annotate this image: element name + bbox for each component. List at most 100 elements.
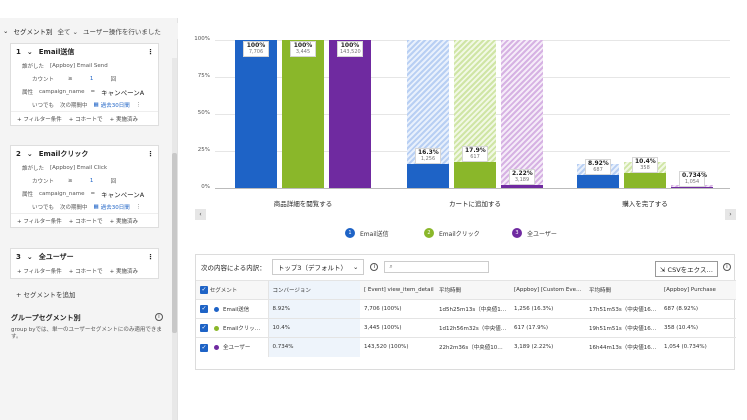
calendar-icon[interactable]: ▦	[93, 203, 99, 210]
column-header[interactable]: [ Event] view_item_detail	[360, 280, 435, 300]
attribute-value[interactable]: キャンペーンA	[101, 190, 145, 199]
info-icon[interactable]: i	[155, 313, 163, 321]
data-label: 100% 143,520	[337, 41, 363, 57]
chevron-right-icon[interactable]: ›	[725, 209, 736, 220]
y-tick-label: 25%	[197, 147, 210, 153]
kebab-menu-icon[interactable]: ⋮	[147, 252, 154, 261]
conversion-bar[interactable]	[577, 174, 619, 188]
conversion-bar[interactable]	[454, 161, 496, 188]
add-filter-button[interactable]: + フィルター条件	[17, 218, 62, 225]
add-segment-button[interactable]: + セグメントを追加	[16, 291, 76, 299]
kebab-menu-icon[interactable]: ⋮	[135, 101, 142, 108]
legend-item[interactable]: 1 Email送信	[345, 228, 389, 238]
attribute-select[interactable]: campaign_name	[39, 88, 85, 95]
breakdown-table: ✓ セグメント コンバージョン[ Event] view_item_detail 平…	[196, 280, 736, 357]
column-header[interactable]: 平均時間	[585, 280, 660, 300]
time-row: いつでも 次の期間中 ▦ 過去30日間 ⋮	[11, 200, 158, 213]
dropoff-bar[interactable]	[454, 40, 496, 162]
select-all-checkbox[interactable]: ✓	[200, 286, 208, 295]
conversion-bar[interactable]	[501, 184, 543, 188]
legend-item[interactable]: 2 Emailクリック	[424, 228, 480, 238]
add-performed-button[interactable]: + 実施済み	[109, 269, 138, 275]
time-range-select[interactable]: 次の期間中	[60, 204, 88, 211]
row-checkbox[interactable]: ✓	[200, 343, 208, 352]
x-category-label: カートに追加する	[449, 200, 501, 208]
data-label-percent: 100%	[246, 42, 266, 49]
data-label-count: 1,054	[684, 178, 700, 185]
group-segment-description: group byでは、単一のユーザーセグメントにのみ適用できます。	[11, 327, 162, 340]
segment-card-header: 2 ⌄ Emailクリック ⋮	[11, 146, 158, 161]
kebab-menu-icon[interactable]: ⋮	[135, 203, 142, 210]
event-select[interactable]: [Appboy] Email Click	[50, 164, 108, 171]
table-row[interactable]: ✓ Email送信 8.92% 7,706 (100%) 1d5h25m13s（中央値1…	[196, 299, 736, 319]
add-performed-button[interactable]: + 実施済み	[109, 116, 138, 123]
segment-name[interactable]: Emailクリック	[38, 149, 89, 158]
column-header[interactable]: [Appboy] Purchase	[660, 280, 736, 300]
info-icon[interactable]: i	[723, 263, 731, 271]
add-cohort-button[interactable]: + コホートで	[68, 269, 103, 275]
calendar-icon[interactable]: ▦	[93, 101, 99, 108]
segment-name[interactable]: 全ユーザー	[38, 252, 74, 261]
count-operator[interactable]: ≥	[68, 75, 73, 82]
time-range-select[interactable]: 次の期間中	[60, 102, 88, 109]
kebab-menu-icon[interactable]: ⋮	[147, 47, 154, 56]
conversion-bar[interactable]	[329, 40, 371, 188]
csv-export-button[interactable]: ⇲ CSVをエクス…	[655, 261, 718, 277]
breakdown-select[interactable]: トップ3（デフォルト） ⌄	[271, 259, 365, 275]
chevron-left-icon[interactable]: ‹	[195, 209, 206, 220]
conversion-bar[interactable]	[235, 40, 277, 188]
column-header[interactable]: コンバージョン	[268, 280, 360, 300]
add-filter-button[interactable]: + フィルター条件	[17, 116, 62, 123]
chevron-down-icon[interactable]: ⌄	[3, 27, 9, 35]
table-row[interactable]: ✓ Emailクリッ… 10.4% 3,445 (100%) 1d12h56m32s（中…	[196, 318, 736, 338]
attribute-operator[interactable]: =	[90, 88, 96, 95]
info-icon[interactable]: i	[370, 263, 379, 271]
time-label[interactable]: いつでも	[32, 204, 55, 211]
legend-number-badge: 3	[512, 228, 522, 238]
column-header[interactable]: ✓ セグメント	[196, 280, 269, 300]
add-cohort-button[interactable]: + コホートで	[68, 116, 103, 123]
funnel-chart: 100% 75% 50% 25% 0% 商品詳細を閲覧する 100% 7,706 100% 3,4…	[180, 30, 735, 225]
add-filter-button[interactable]: + フィルター条件	[17, 269, 62, 275]
segment-color-dot	[214, 306, 219, 312]
segment-name-cell: Email送信	[223, 306, 250, 313]
chevron-down-icon[interactable]: ⌄	[26, 47, 33, 56]
chevron-down-icon: ⌄	[352, 263, 359, 271]
dropoff-bar[interactable]	[501, 40, 543, 185]
time-row: いつでも 次の期間中 ▦ 過去30日間 ⋮	[11, 98, 158, 111]
segment-filter-select[interactable]: 全て ⌄	[57, 28, 78, 36]
column-header[interactable]: 平均時間	[435, 280, 510, 300]
table-row[interactable]: ✓ 全ユーザー 0.734% 143,520 (100%) 22h2m36s（中央値10…	[196, 337, 736, 357]
search-input[interactable]: ⌕	[384, 261, 490, 273]
event-select[interactable]: [Appboy] Email Send	[50, 62, 108, 69]
attribute-operator[interactable]: =	[90, 190, 96, 197]
time-value[interactable]: 過去30日間	[100, 102, 130, 109]
attribute-select[interactable]: campaign_name	[39, 190, 85, 197]
conversion-bar[interactable]	[624, 172, 666, 188]
attribute-value[interactable]: キャンペーンA	[101, 88, 145, 97]
legend-item[interactable]: 3 全ユーザー	[512, 228, 557, 238]
count-operator[interactable]: ≥	[68, 177, 73, 184]
data-label: 100% 3,445	[290, 41, 316, 57]
segment-name[interactable]: Email送信	[38, 47, 75, 56]
conversion-bar[interactable]	[407, 163, 449, 188]
time-value[interactable]: 過去30日間	[100, 204, 130, 211]
dropoff-bar[interactable]	[407, 40, 449, 164]
add-cohort-button[interactable]: + コホートで	[68, 218, 103, 225]
segment-color-dot	[214, 345, 219, 350]
scrollbar-thumb[interactable]	[172, 153, 177, 333]
kebab-menu-icon[interactable]: ⋮	[147, 149, 154, 158]
chevron-down-icon[interactable]: ⌄	[26, 252, 33, 261]
legend-number-badge: 1	[345, 228, 355, 238]
time-label[interactable]: いつでも	[32, 102, 55, 109]
row-checkbox[interactable]: ✓	[200, 324, 208, 333]
add-performed-button[interactable]: + 実施済み	[109, 218, 138, 225]
count-input[interactable]: 1	[89, 177, 94, 184]
scrollbar-track[interactable]	[172, 58, 177, 420]
chevron-down-icon[interactable]: ⌄	[26, 149, 33, 158]
conversion-bar[interactable]	[282, 40, 324, 188]
column-header[interactable]: [Appboy] [Custom Eve…	[510, 280, 585, 300]
conversion-bar[interactable]	[671, 186, 713, 188]
count-input[interactable]: 1	[89, 75, 94, 82]
row-checkbox[interactable]: ✓	[200, 305, 208, 314]
